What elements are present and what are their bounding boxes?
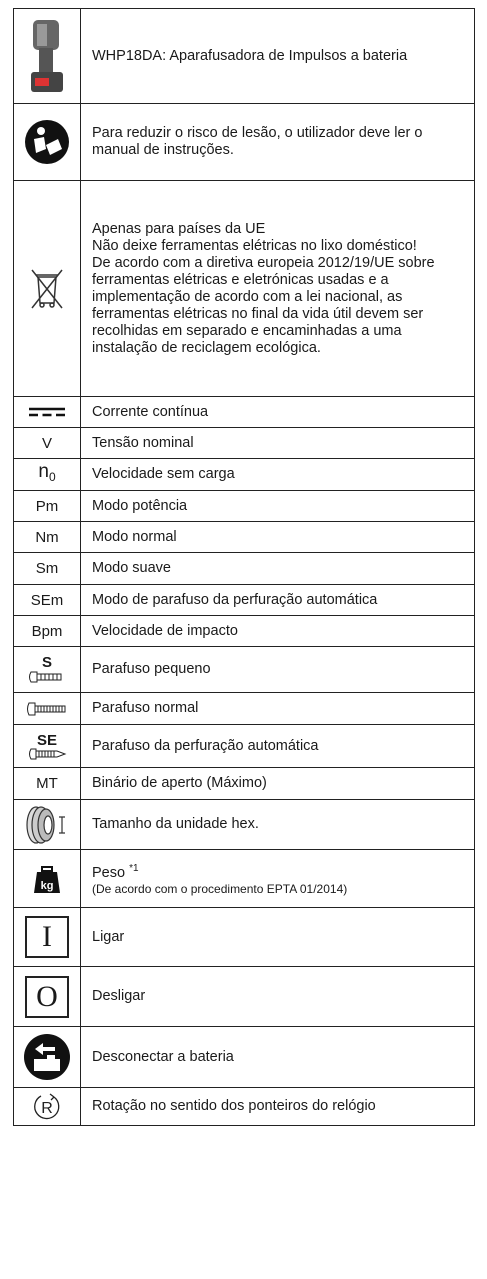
description-cell: Peso *1 (De acordo com o procedimento EP… — [80, 849, 475, 908]
description: Modo normal — [80, 521, 475, 553]
row: WHP18DA: Aparafusadora de Impulsos a bat… — [13, 8, 475, 104]
description: Corrente contínua — [80, 396, 475, 428]
description: Desligar — [80, 966, 475, 1027]
row: I Ligar — [13, 907, 475, 967]
description: Modo de parafuso da perfuração automátic… — [80, 584, 475, 616]
row: R Rotação no sentido dos ponteiros do re… — [13, 1087, 475, 1126]
hex-size-icon — [26, 805, 65, 844]
symbol-cell: n0 — [13, 458, 81, 491]
dc-icon — [29, 407, 65, 417]
symbol: Bpm — [13, 615, 81, 647]
symbol-cell — [13, 396, 81, 428]
row: MT Binário de aperto (Máximo) — [13, 767, 475, 800]
description: WHP18DA: Aparafusadora de Impulsos a bat… — [80, 8, 475, 104]
symbol-cell: kg — [13, 849, 81, 908]
row: n0 Velocidade sem carga — [13, 458, 475, 491]
row: O Desligar — [13, 966, 475, 1027]
row: Desconectar a bateria — [13, 1026, 475, 1088]
symbol-cell: SE — [13, 724, 81, 768]
description: Velocidade sem carga — [80, 458, 475, 491]
row: Apenas para países da UE Não deixe ferra… — [13, 180, 475, 397]
description: Modo potência — [80, 490, 475, 522]
row: Parafuso normal — [13, 692, 475, 725]
description: Desconectar a bateria — [80, 1026, 475, 1088]
symbol: O — [25, 975, 69, 1018]
normal-screw-icon — [27, 702, 66, 715]
symbol: n — [38, 461, 49, 482]
row: Sm Modo suave — [13, 552, 475, 585]
symbol-cell — [13, 8, 81, 104]
description: Peso — [92, 864, 126, 881]
symbol: SEm — [13, 584, 81, 616]
drill-icon — [31, 20, 63, 92]
symbol: R — [41, 1100, 53, 1117]
symbol-cell: I — [13, 907, 81, 967]
row: Bpm Velocidade de impacto — [13, 615, 475, 647]
note: (De acordo com o procedimento EPTA 01/20… — [92, 881, 348, 896]
symbol-cell: R — [13, 1087, 81, 1126]
row: V Tensão nominal — [13, 427, 475, 459]
symbol-cell — [13, 180, 81, 397]
symbol: Sm — [13, 552, 81, 585]
description: Modo suave — [80, 552, 475, 585]
row: Corrente contínua — [13, 396, 475, 428]
small-screw-icon — [29, 671, 62, 683]
description: Tensão nominal — [80, 427, 475, 459]
row: Nm Modo normal — [13, 521, 475, 553]
row: SEm Modo de parafuso da perfuração autom… — [13, 584, 475, 616]
symbol: V — [13, 427, 81, 459]
rotation-icon: R — [34, 1092, 60, 1119]
symbol: S — [41, 654, 52, 671]
superscript: *1 — [129, 863, 139, 875]
symbol: SE — [36, 731, 57, 749]
drilling-screw-icon — [29, 748, 67, 759]
symbol-cell — [13, 1026, 81, 1088]
symbol-cell: S — [13, 646, 81, 693]
description: Parafuso normal — [80, 692, 475, 725]
manual-icon — [25, 120, 69, 164]
row: SE Parafuso da perfuração automática — [13, 724, 475, 768]
symbol-table: WHP18DA: Aparafusadora de Impulsos a bat… — [13, 8, 475, 1126]
row: Para reduzir o risco de lesão, o utiliza… — [13, 103, 475, 181]
row: Tamanho da unidade hex. — [13, 799, 475, 850]
subscript: 0 — [48, 470, 56, 484]
description: Ligar — [80, 907, 475, 967]
symbol: kg — [41, 880, 54, 892]
description: Apenas para países da UE Não deixe ferra… — [80, 180, 475, 397]
symbol: MT — [13, 767, 81, 800]
line: Apenas para países da UE — [92, 220, 266, 237]
description: Rotação no sentido dos ponteiros do reló… — [80, 1087, 475, 1126]
weight-icon: kg — [34, 865, 60, 893]
symbol: Pm — [13, 490, 81, 522]
symbol-cell — [13, 103, 81, 181]
line: Não deixe ferramentas elétricas no lixo … — [92, 237, 417, 254]
recycle-bin-icon — [31, 269, 63, 308]
description: Binário de aperto (Máximo) — [80, 767, 475, 800]
symbol-cell: O — [13, 966, 81, 1027]
symbol: I — [25, 916, 69, 958]
row: Pm Modo potência — [13, 490, 475, 522]
symbol: Nm — [13, 521, 81, 553]
description: Parafuso pequeno — [80, 646, 475, 693]
description: Tamanho da unidade hex. — [80, 799, 475, 850]
description: Para reduzir o risco de lesão, o utiliza… — [80, 103, 475, 181]
description: Parafuso da perfuração automática — [80, 724, 475, 768]
row: S Parafuso pequeno — [13, 646, 475, 693]
row: kg Peso *1 (De acordo com o procedimento… — [13, 849, 475, 908]
symbol-cell — [13, 692, 81, 725]
battery-disconnect-icon — [24, 1034, 70, 1080]
description: Velocidade de impacto — [80, 615, 475, 647]
symbol-cell — [13, 799, 81, 850]
line: De acordo com a diretiva europeia 2012/1… — [92, 254, 435, 356]
